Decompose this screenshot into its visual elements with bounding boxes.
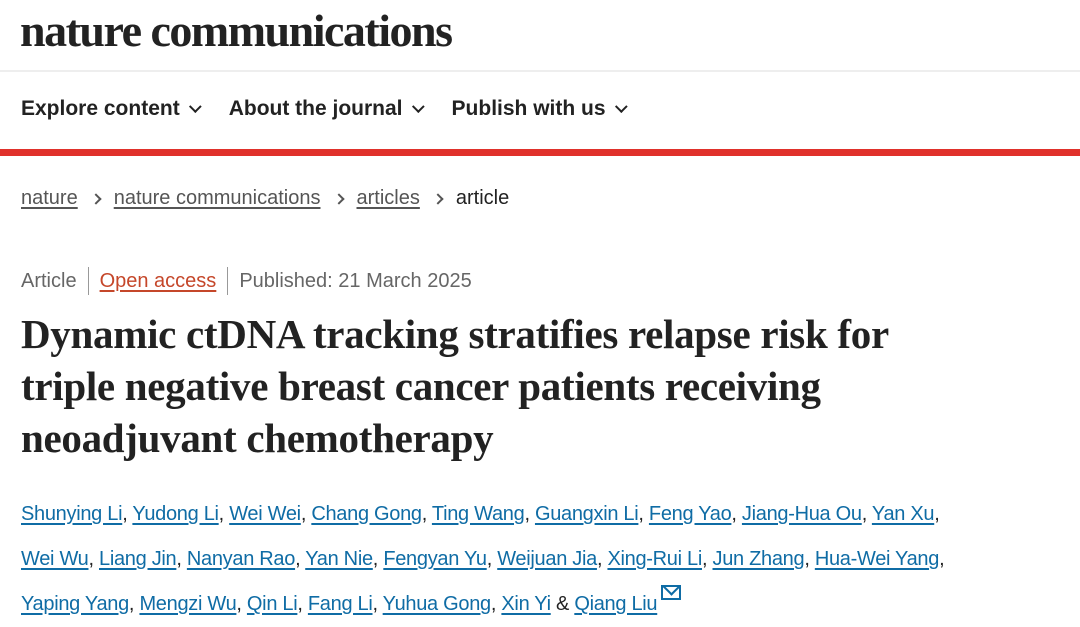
author-link[interactable]: Mengzi Wu <box>139 593 237 615</box>
divider <box>87 267 89 295</box>
envelope-icon[interactable] <box>661 585 682 600</box>
chevron-right-icon <box>90 192 102 205</box>
nav-publish-with-us[interactable]: Publish with us <box>451 97 628 121</box>
title-line: triple negative breast cancer patients r… <box>21 363 821 409</box>
accent-bar <box>0 149 1080 156</box>
author-link[interactable]: Yaping Yang <box>21 593 129 615</box>
article-type: Article <box>21 269 77 292</box>
author-link[interactable]: Xing-Rui Li <box>607 548 702 570</box>
breadcrumb: nature nature communications articles ar… <box>21 187 509 210</box>
author-link[interactable]: Jun Zhang <box>712 548 805 570</box>
author-link[interactable]: Guangxin Li <box>534 503 639 525</box>
author-link[interactable]: Xin Yi <box>501 593 551 615</box>
chevron-right-icon <box>332 192 345 205</box>
chevron-down-icon <box>411 99 425 113</box>
author-link[interactable]: Yuhua Gong <box>382 593 492 615</box>
author-link[interactable]: Yan Xu <box>871 503 935 525</box>
author-list: Shunying Li, Yudong Li, Wei Wei, Chang G… <box>21 492 1080 627</box>
author-link[interactable]: Yudong Li <box>132 503 219 525</box>
nav-explore-content[interactable]: Explore content <box>21 97 202 121</box>
divider <box>227 267 229 295</box>
breadcrumb-nature[interactable]: nature <box>21 187 78 209</box>
breadcrumb-nature-communications[interactable]: nature communications <box>113 187 321 209</box>
author-link[interactable]: Ting Wang <box>431 503 525 525</box>
chevron-right-icon <box>432 192 444 205</box>
ampersand: & <box>556 593 570 615</box>
nav-about-journal[interactable]: About the journal <box>228 97 425 121</box>
author-link[interactable]: Hua-Wei Yang <box>814 548 940 570</box>
author-line: Wei Wu, Liang Jin, Nanyan Rao, Yan Nie, … <box>21 548 945 570</box>
article-meta: Article Open access Published: 21 March … <box>21 267 472 295</box>
author-link[interactable]: Liang Jin <box>99 548 177 570</box>
chevron-down-icon <box>188 99 202 113</box>
main-nav: Explore content About the journal Publis… <box>21 97 628 121</box>
author-link[interactable]: Nanyan Rao <box>186 548 296 570</box>
open-access-link[interactable]: Open access <box>99 269 217 292</box>
breadcrumb-articles[interactable]: articles <box>356 187 420 209</box>
author-link[interactable]: Chang Gong <box>311 503 422 525</box>
nav-label: Publish with us <box>451 97 606 120</box>
breadcrumb-current: article <box>455 187 510 209</box>
author-line: Yaping Yang, Mengzi Wu, Qin Li, Fang Li,… <box>21 582 1080 627</box>
author-link[interactable]: Wei Wu <box>21 548 89 570</box>
author-link[interactable]: Weijuan Jia <box>497 548 597 570</box>
author-link[interactable]: Fang Li <box>307 593 373 615</box>
author-link[interactable]: Fengyan Yu <box>383 548 487 570</box>
divider <box>0 70 1080 72</box>
nav-label: Explore content <box>21 97 180 120</box>
title-line: Dynamic ctDNA tracking stratifies relaps… <box>21 311 889 357</box>
article-title: Dynamic ctDNA tracking stratifies relaps… <box>21 308 889 464</box>
author-line: Shunying Li, Yudong Li, Wei Wei, Chang G… <box>21 503 940 525</box>
nav-label: About the journal <box>228 97 403 120</box>
title-line: neoadjuvant chemotherapy <box>21 415 494 461</box>
author-link[interactable]: Yan Nie <box>305 548 373 570</box>
author-link[interactable]: Feng Yao <box>648 503 732 525</box>
author-link[interactable]: Jiang-Hua Ou <box>741 503 862 525</box>
author-link[interactable]: Qin Li <box>246 593 298 615</box>
journal-logo[interactable]: nature communications <box>20 5 453 56</box>
author-link[interactable]: Wei Wei <box>229 503 301 525</box>
chevron-down-icon <box>614 99 628 113</box>
published-date: Published: 21 March 2025 <box>239 269 472 292</box>
author-link[interactable]: Shunying Li <box>21 503 123 525</box>
author-link[interactable]: Qiang Liu <box>574 593 658 615</box>
